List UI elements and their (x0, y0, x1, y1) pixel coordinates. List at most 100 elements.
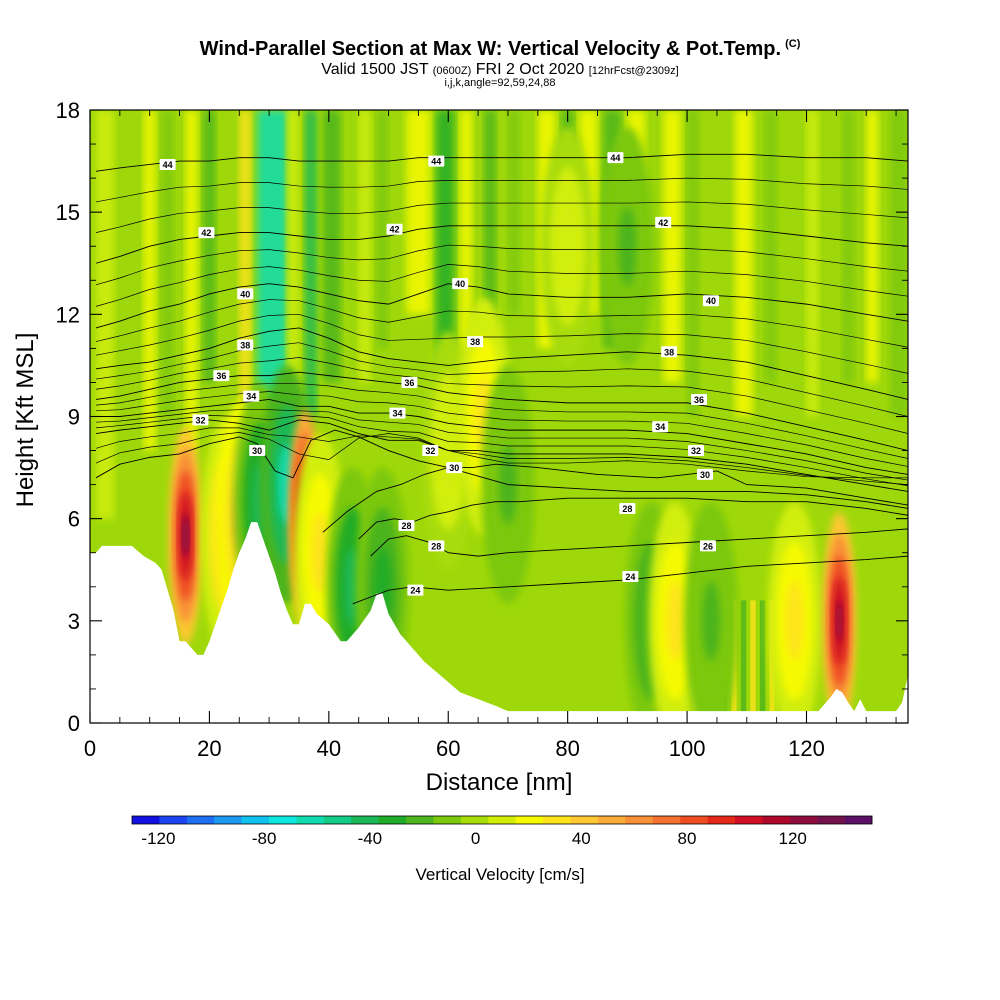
isentrope-label: 38 (661, 346, 678, 358)
isentrope-label-text: 34 (392, 409, 402, 419)
subtitle-utc-time: (0600Z) (432, 65, 472, 77)
colorbar-swatch (734, 816, 763, 824)
isentrope-label-box (652, 421, 669, 433)
isentrope-line-28 (322, 467, 908, 533)
isentrope-line (95, 313, 908, 374)
colorbar-swatch (132, 816, 160, 824)
colorbar-swatch (597, 816, 626, 824)
velocity-band (304, 110, 317, 417)
isentrope-label-box (696, 468, 713, 480)
isentrope-label-text: 44 (163, 160, 173, 170)
isentrope-label-box (198, 227, 215, 239)
velocity-band (890, 110, 908, 417)
isentrope-label: 34 (243, 390, 260, 402)
colorbar-swatch (378, 816, 407, 824)
isentrope-label-box (398, 519, 415, 531)
plot-area: 44 44 44 42 42 42 40 40 40 38 38 38 36 36 36 34 34 34 32 32… (90, 110, 908, 723)
isentrope-label: 30 (696, 468, 713, 480)
isentrope-label: 36 (691, 393, 708, 405)
isentrope-contours (95, 153, 908, 605)
colorbar-swatch (323, 816, 352, 824)
isentrope-label-text: 40 (240, 289, 250, 299)
velocity-band (507, 110, 520, 315)
velocity-band (460, 110, 473, 349)
colorbar-swatch (214, 816, 242, 824)
x-tick-label: 120 (788, 736, 825, 761)
isentrope-label-box (159, 158, 176, 170)
isentrope-label-box (401, 376, 418, 388)
isentrope-label: 42 (198, 227, 215, 239)
isentrope-label-box (655, 216, 672, 228)
isentrope-label-box (237, 288, 254, 300)
colorbar-swatch (625, 816, 654, 824)
y-tick-label: 3 (68, 609, 80, 634)
terrain-mask (90, 522, 908, 723)
isentrope-label: 34 (652, 421, 669, 433)
colorbar-swatch (515, 816, 544, 824)
isentrope-label: 40 (702, 295, 719, 307)
isentrope-label: 30 (249, 445, 266, 457)
isentrope-label-box (622, 571, 639, 583)
y-tick-label: 6 (68, 507, 80, 532)
isentrope-label-box (386, 223, 403, 235)
isentrope-label-text: 42 (658, 218, 668, 228)
velocity-band (734, 110, 753, 417)
isentrope-label-box (389, 407, 406, 419)
isentrope-label: 24 (622, 571, 639, 583)
isentrope-label-box (699, 540, 716, 552)
isentrope-line (95, 342, 908, 417)
velocity-cell (618, 206, 637, 286)
isentrope-label: 44 (159, 158, 176, 170)
colorbar-swatch (159, 816, 188, 824)
velocity-cells (168, 127, 857, 723)
isentrope-line-44 (95, 153, 908, 172)
y-tick-label: 18 (56, 98, 80, 123)
velocity-band (866, 110, 879, 383)
velocity-band (322, 110, 341, 383)
isentrope-label: 28 (428, 540, 445, 552)
colorbar: -120 -80 -40 0 40 80 120 (131, 815, 873, 848)
x-tick-label: 20 (197, 736, 221, 761)
isentrope-label-box (691, 393, 708, 405)
isentrope-label-box (607, 152, 624, 164)
isentrope-line (95, 244, 908, 286)
subtitle-date: FRI 2 Oct 2020 (475, 61, 585, 78)
velocity-band (239, 110, 252, 417)
velocity-band (740, 600, 747, 713)
colorbar-swatch (406, 816, 434, 824)
isentrope-label: 30 (446, 462, 463, 474)
colorbar-swatch (433, 816, 462, 824)
isentrope-label-text: 32 (691, 446, 701, 456)
isentrope-line (95, 177, 908, 203)
velocity-band (750, 600, 756, 713)
colorbar-frame (131, 815, 873, 825)
isentrope-label-text: 24 (625, 572, 635, 582)
velocity-cell (702, 581, 720, 661)
isentrope-label-text: 28 (431, 541, 441, 551)
isentrope-label-text: 38 (664, 347, 674, 357)
colorbar-tick-label: 0 (471, 829, 480, 848)
velocity-band (484, 110, 497, 383)
x-tick-label: 40 (317, 736, 341, 761)
isentrope-label: 26 (699, 540, 716, 552)
isentrope-line-26 (370, 528, 908, 557)
isentrope-label-box (407, 584, 424, 596)
velocity-band (759, 600, 766, 713)
isentrope-label: 28 (398, 519, 415, 531)
velocity-band (185, 110, 198, 451)
isentrope-label: 36 (213, 370, 230, 382)
isentrope-label-text: 44 (610, 153, 620, 163)
isentrope-label-text: 36 (216, 371, 226, 381)
colorbar-swatch (488, 816, 517, 824)
isentrope-label-text: 44 (431, 157, 441, 167)
isentrope-label-box (452, 278, 469, 290)
colorbar-swatch (762, 816, 791, 824)
isentrope-label-box (422, 445, 439, 457)
colorbar-tick-label: -40 (358, 829, 383, 848)
chart-title-mark: (C) (785, 38, 801, 50)
chart-subtitle-indices: i,j,k,angle=92,59,24,88 (444, 77, 556, 89)
isentrope-label: 44 (607, 152, 624, 164)
colorbar-tick-label: 80 (678, 829, 697, 848)
x-tick-label: 80 (555, 736, 579, 761)
